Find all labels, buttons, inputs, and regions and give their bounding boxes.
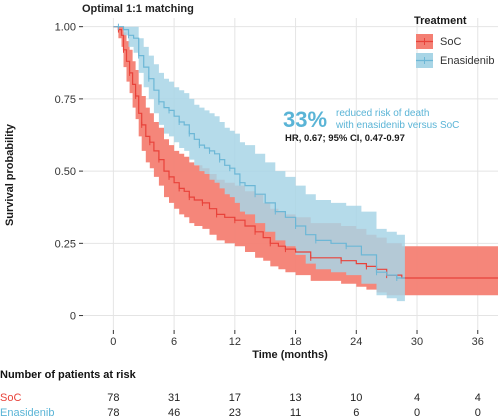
risk-cell-soc-36: 4 (475, 392, 481, 404)
x-axis-label: Time (months) (252, 349, 328, 361)
risk-row-label-soc: SoC (0, 392, 21, 404)
risk-cell-soc-6: 31 (168, 392, 180, 404)
y-tick-label-4: 1.00 (55, 22, 76, 34)
risk-cell-enasidenib-18: 11 (290, 407, 301, 419)
risk-cell-soc-30: 4 (414, 392, 420, 404)
confidence-bands (113, 26, 499, 302)
annotation-line-1: reduced risk of death (336, 108, 429, 119)
x-tick-label-5: 30 (411, 336, 423, 348)
risk-cell-enasidenib-6: 46 (168, 407, 180, 419)
x-tick-label-6: 36 (472, 336, 484, 348)
risk-cell-soc-12: 17 (229, 392, 241, 404)
y-tick-label-2: 0.50 (55, 166, 76, 178)
hazard-ratio-text: HR, 0.67; 95% CI, 0.47-0.97 (285, 133, 405, 144)
x-tick-label-1: 6 (171, 336, 177, 348)
risk-cell-enasidenib-30: 0 (414, 407, 420, 419)
risk-table: SoC 78 31 17 13 10 4 4 Enasidenib 78 46 23 11 6 0 0 (0, 392, 481, 419)
risk-table-title: Number of patients at risk (0, 369, 137, 381)
x-tick-label-3: 18 (289, 336, 301, 348)
legend-items: SoC Enasidenib (416, 34, 494, 68)
y-axis-label: Survival probability (4, 123, 16, 226)
risk-cell-enasidenib-0: 78 (107, 407, 119, 419)
legend: Treatment SoC Enasidenib (414, 15, 494, 68)
risk-cell-enasidenib-24: 6 (353, 407, 359, 419)
y-tick-label-3: 0.75 (55, 94, 76, 106)
legend-label-enasidenib: Enasidenib (440, 55, 494, 67)
x-tick-label-4: 24 (350, 336, 362, 348)
y-tick-label-1: 0.25 (55, 238, 76, 250)
hazard-ratio-annotation: 33% reduced risk of death with enasideni… (283, 107, 459, 144)
risk-cell-soc-24: 10 (350, 392, 362, 404)
survival-curves (113, 23, 498, 281)
risk-cell-soc-18: 13 (289, 392, 301, 404)
risk-cell-enasidenib-36: 0 (475, 407, 481, 419)
y-tick-label-0: 0 (70, 311, 76, 323)
x-tick-label-2: 12 (229, 336, 241, 348)
ci-band-enasidenib (113, 26, 405, 302)
chart-title: Optimal 1:1 matching (82, 3, 194, 15)
annotation-line-2: with enasidenib versus SoC (335, 120, 459, 131)
axes: 0 6 12 18 24 30 36 0 0.25 0.50 0.75 1.00 (55, 22, 484, 348)
risk-cell-enasidenib-12: 23 (229, 407, 241, 419)
legend-title: Treatment (414, 15, 467, 27)
x-tick-label-0: 0 (110, 336, 116, 348)
risk-row-label-enasidenib: Enasidenib (0, 407, 54, 419)
survival-line-soc (113, 26, 498, 279)
risk-cell-soc-0: 78 (107, 392, 119, 404)
ci-band-soc (113, 26, 499, 296)
legend-label-soc: SoC (440, 36, 461, 48)
annotation-percentage: 33% (283, 107, 327, 132)
